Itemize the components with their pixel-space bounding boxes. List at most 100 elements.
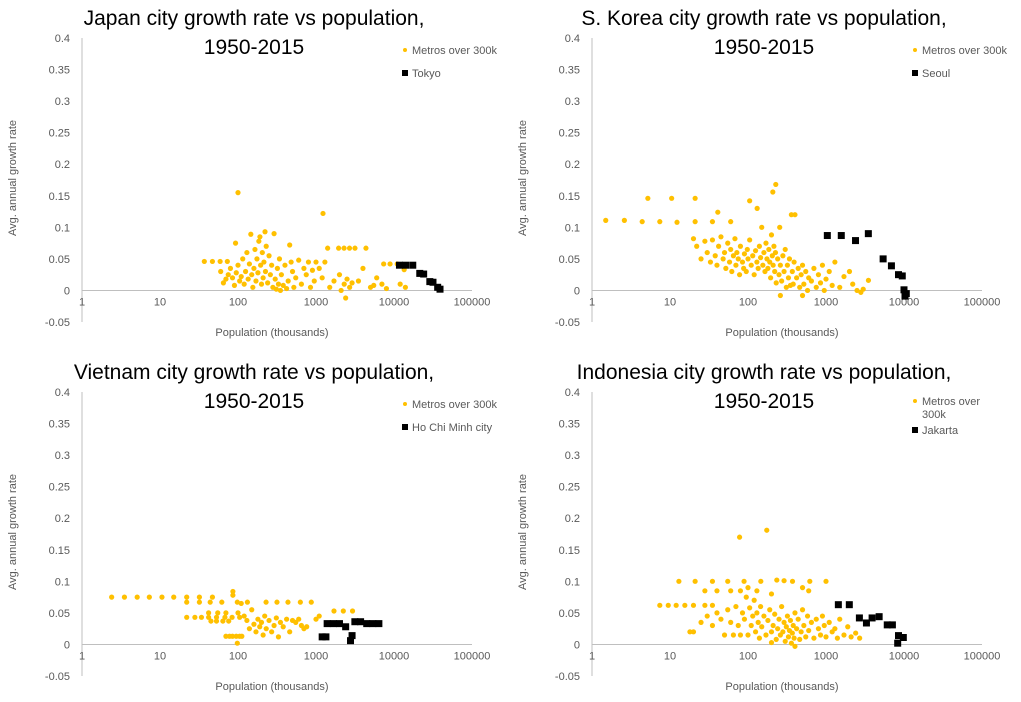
data-point-circle: [811, 635, 817, 641]
legend-label-metros: Metros over 300k: [412, 45, 497, 57]
data-point-circle: [327, 284, 333, 290]
data-point-circle: [779, 278, 785, 284]
y-tick-label: 0: [574, 639, 580, 651]
data-point-circle: [694, 243, 700, 249]
data-point-circle: [692, 578, 698, 584]
data-point-square: [318, 633, 326, 641]
data-point-circle: [853, 630, 859, 636]
data-point-circle: [757, 255, 764, 261]
data-point-circle: [723, 265, 729, 271]
legend-square-icon: [912, 70, 918, 76]
data-point-circle: [837, 616, 843, 622]
data-point-circle: [813, 616, 819, 622]
data-point-circle: [832, 626, 838, 632]
chart-title-line2: 1950-2015: [204, 36, 304, 59]
data-point-circle: [765, 265, 771, 271]
data-point-circle: [284, 285, 290, 292]
data-point-circle: [261, 259, 267, 265]
data-point-circle: [829, 282, 835, 288]
data-point-circle: [253, 629, 259, 635]
data-point-circle: [786, 256, 793, 262]
data-point-circle: [728, 588, 734, 594]
data-point-circle: [331, 278, 337, 284]
data-point-circle: [209, 594, 216, 600]
data-point-circle: [783, 284, 789, 290]
data-point-circle: [815, 626, 822, 632]
data-point-circle: [325, 245, 331, 251]
data-point-circle: [865, 277, 872, 283]
data-point-square: [879, 255, 887, 263]
data-point-circle: [702, 602, 708, 608]
data-point-circle: [229, 275, 236, 281]
data-point-circle: [232, 240, 239, 246]
data-point-circle: [184, 594, 190, 600]
data-point-circle: [714, 610, 720, 616]
data-point-circle: [275, 281, 282, 287]
data-point-circle: [823, 578, 829, 584]
data-point-circle: [271, 622, 277, 629]
data-point-circle: [121, 594, 128, 600]
x-tick-label: 1000: [814, 296, 838, 308]
data-point-circle: [316, 265, 322, 271]
data-point-circle: [720, 256, 726, 262]
data-point-circle: [159, 594, 165, 600]
data-point-circle: [718, 234, 724, 240]
data-point-circle: [732, 236, 738, 242]
data-point-circle: [263, 626, 269, 632]
data-point-circle: [274, 599, 280, 605]
data-point-circle: [745, 632, 751, 638]
y-tick-label: -0.05: [555, 317, 580, 329]
data-point-circle: [779, 603, 785, 610]
data-point-circle: [234, 599, 240, 605]
data-point-circle: [709, 578, 716, 584]
data-point-circle: [241, 613, 247, 619]
y-tick-label: 0.35: [559, 419, 580, 431]
data-point-circle: [789, 268, 795, 275]
data-point-circle: [251, 621, 257, 627]
data-point-circle: [298, 281, 305, 287]
legend-label-city: Tokyo: [412, 68, 441, 80]
data-point-circle: [287, 242, 293, 248]
data-point-circle: [603, 217, 609, 223]
legend-label-city: Jakarta: [922, 425, 959, 437]
data-point-circle: [760, 262, 766, 268]
y-tick-label: 0.4: [55, 387, 70, 399]
data-point-circle: [794, 275, 800, 281]
data-point-circle: [769, 253, 775, 259]
x-tick-label: 1000: [304, 296, 328, 308]
data-point-circle: [798, 272, 804, 278]
data-point-circle: [208, 618, 214, 624]
data-point-circle: [764, 527, 770, 533]
data-point-circle: [301, 265, 307, 271]
data-point-square: [347, 637, 355, 645]
legend-circle-icon: [913, 48, 917, 52]
data-point-circle: [750, 613, 756, 619]
x-tick-label: 100000: [454, 650, 491, 662]
data-point-circle: [229, 614, 235, 620]
data-point-circle: [730, 632, 737, 638]
data-point-square: [369, 620, 377, 628]
data-point-circle: [262, 268, 269, 275]
data-point-circle: [340, 608, 346, 614]
data-point-circle: [768, 629, 775, 635]
data-point-circle: [304, 624, 310, 630]
data-point-square: [855, 614, 863, 622]
y-tick-label: 0.3: [55, 96, 70, 108]
data-point-circle: [263, 243, 269, 249]
data-point-circle: [795, 616, 801, 622]
data-point-circle: [761, 613, 767, 619]
data-point-circle: [841, 273, 847, 280]
data-point-circle: [262, 613, 268, 619]
data-point-square: [329, 620, 337, 628]
data-point-circle: [657, 602, 663, 608]
data-point-circle: [263, 599, 269, 605]
x-tick-label: 100: [229, 296, 247, 308]
data-point-circle: [801, 281, 807, 287]
data-point-circle: [201, 258, 207, 265]
data-point-square: [351, 618, 359, 626]
data-point-circle: [773, 636, 779, 642]
data-point-circle: [832, 259, 838, 265]
data-point-circle: [371, 282, 377, 288]
data-point-square: [395, 261, 403, 269]
x-tick-label: 1000: [304, 650, 328, 662]
